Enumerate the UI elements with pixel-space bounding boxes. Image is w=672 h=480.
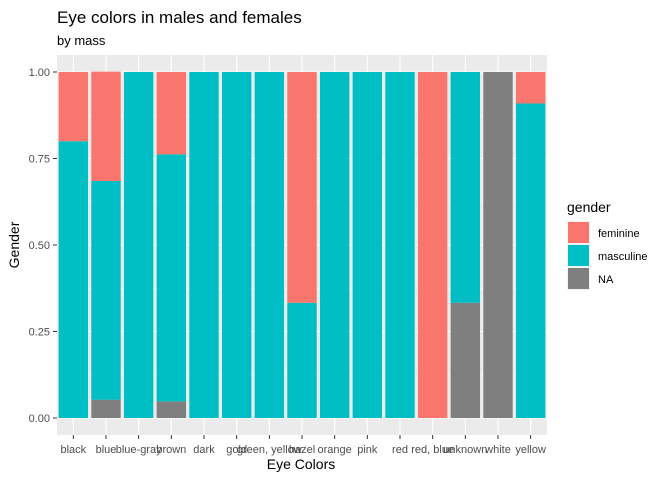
bar-feminine-blue — [91, 71, 121, 181]
x-tick-label: red — [392, 444, 408, 456]
x-tick-label: unknown — [443, 444, 487, 456]
bar-na-brown — [156, 401, 187, 418]
y-tick-label: 0.50 — [29, 240, 50, 252]
legend-label: NA — [598, 274, 614, 286]
bar-masculine-red — [385, 72, 415, 418]
x-tick-label: brown — [156, 444, 186, 456]
bar-masculine-gold — [221, 72, 252, 418]
bar-feminine-brown — [156, 72, 187, 155]
y-tick-label: 0.25 — [29, 327, 50, 339]
bar-masculine-pink — [352, 72, 383, 418]
x-tick-label: orange — [318, 444, 352, 456]
y-tick-label: 0.00 — [29, 413, 50, 425]
x-tick-label: green, yellow — [237, 444, 302, 456]
legend: gender feminine masculine NA — [567, 199, 648, 290]
bar-na-blue — [91, 399, 121, 418]
x-tick-label: pink — [357, 444, 378, 456]
y-tick-label: 1.00 — [29, 67, 50, 79]
chart-subtitle: by mass — [57, 33, 106, 48]
bar-feminine-yellow — [515, 72, 546, 104]
bar-masculine-hazel — [287, 302, 317, 418]
x-tick-label: black — [60, 444, 86, 456]
legend-title: gender — [567, 199, 611, 215]
bar-masculine-orange — [319, 72, 350, 418]
y-axis-ticks: 0.00 0.25 0.50 0.75 1.00 — [29, 67, 57, 425]
legend-swatch — [568, 268, 589, 289]
bar-feminine-hazel — [287, 72, 317, 303]
legend-label: feminine — [598, 228, 640, 240]
bar-masculine-blue-gray — [123, 72, 154, 418]
x-tick-label: red, blue — [411, 444, 454, 456]
x-tick-label: gold — [226, 444, 247, 456]
bar-masculine-green-yellow — [254, 72, 285, 418]
chart-title: Eye colors in males and females — [57, 8, 302, 27]
bar-masculine-unknown — [450, 72, 481, 303]
bar-masculine-blue — [91, 180, 121, 400]
x-tick-label: yellow — [515, 444, 546, 456]
x-tick-label: blue — [96, 444, 117, 456]
bar-feminine-black — [58, 72, 89, 142]
x-tick-label: blue-gray — [116, 444, 162, 456]
legend-swatch — [568, 245, 589, 266]
legend-swatch — [568, 222, 589, 243]
legend-label: masculine — [598, 251, 648, 263]
y-tick-label: 0.75 — [29, 154, 50, 166]
bar-na-unknown — [450, 302, 481, 418]
bar-masculine-black — [58, 141, 89, 418]
x-tick-label: white — [484, 444, 511, 456]
x-tick-label: hazel — [289, 444, 315, 456]
bar-feminine-red-blue — [417, 72, 448, 418]
x-tick-label: dark — [193, 444, 215, 456]
x-axis-title: Eye Colors — [267, 456, 335, 472]
bars — [58, 71, 546, 419]
bar-masculine-brown — [156, 154, 187, 402]
bar-masculine-yellow — [515, 103, 546, 419]
y-axis-title: Gender — [6, 221, 22, 268]
bar-masculine-dark — [189, 72, 219, 418]
bar-na-white — [483, 72, 513, 418]
